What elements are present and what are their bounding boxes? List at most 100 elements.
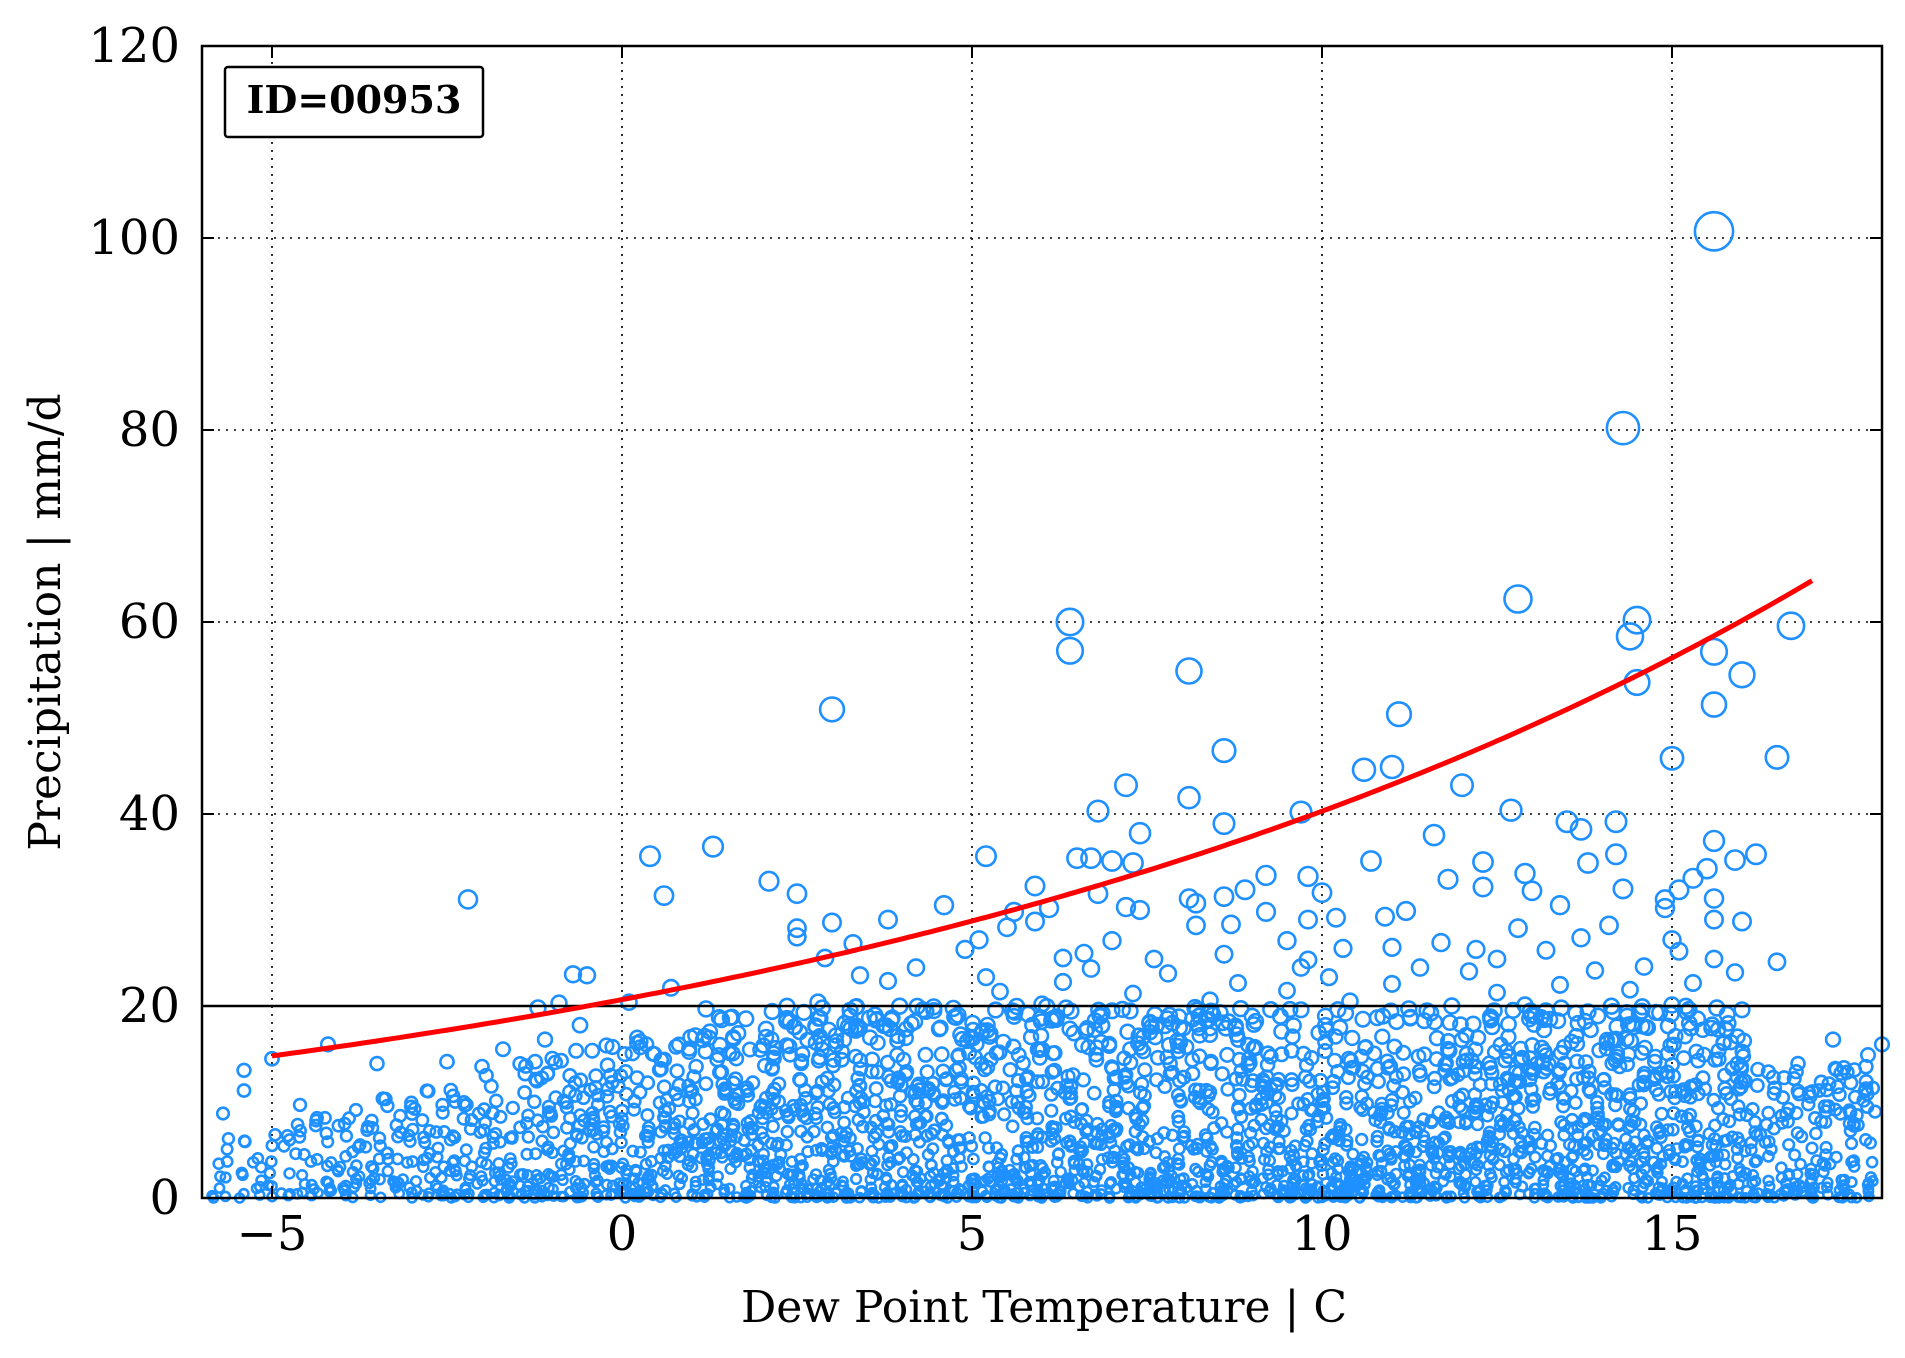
scatter-point [1512,1051,1529,1068]
scatter-point [1639,1137,1653,1151]
scatter-point [792,1072,809,1089]
scatter-point [925,1001,943,1020]
scatter-point [953,1090,968,1106]
scatter-point [283,1167,296,1180]
scatter-point [743,1161,757,1174]
scatter-point [1464,1015,1482,1033]
scatter-point [503,1152,517,1165]
scatter-point [1568,1035,1586,1052]
scatter-point [1305,1147,1319,1161]
scatter-point [1450,773,1475,798]
scatter-point [1467,1059,1483,1075]
scatter-point [918,1109,933,1124]
scatter-point [725,1030,742,1048]
scatter-point [1343,1029,1361,1047]
scatter-point [1595,1072,1611,1088]
scatter-point [1459,1180,1472,1193]
scatter-point [654,1151,668,1165]
scatter-point [1426,1144,1440,1158]
scatter-point [1666,1122,1680,1137]
scatter-point [1375,906,1396,927]
scatter-point [1331,1125,1346,1139]
scatter-point [1511,1101,1526,1116]
scatter-point [1086,799,1110,823]
scatter-point [1493,1119,1508,1133]
scatter-point [1374,1028,1391,1045]
scatter-point [319,1126,334,1141]
scatter-point [292,1097,308,1113]
scatter-point [1262,1048,1279,1065]
scatter-point [1134,1076,1150,1092]
scatter-point [568,1088,583,1103]
scatter-point [1688,1043,1705,1060]
scatter-point [1824,1031,1842,1048]
scatter-point [439,1053,455,1070]
scatter-point [1638,1150,1651,1164]
scatter-point [639,1157,653,1171]
scatter-point [1654,897,1676,919]
scatter-point [1811,1083,1827,1098]
scatter-point [726,1119,741,1134]
scatter-point [1239,1036,1257,1054]
scatter-point [1150,1049,1166,1066]
scatter-point [1061,1020,1079,1038]
scatter-point [1522,1167,1535,1180]
scatter-point [723,1182,736,1195]
scatter-point [947,1008,965,1026]
scatter-point [443,1082,459,1098]
scatter-point [855,1185,868,1198]
scatter-point [997,917,1017,938]
scatter-point [626,1144,640,1158]
scatter-point [1470,1117,1485,1132]
reference-lines [202,578,1882,1059]
scatter-point [1577,1179,1590,1192]
scatter-point [431,1141,445,1155]
scatter-point [1231,1087,1247,1103]
scatter-point [1454,1101,1469,1117]
scatter-point [807,1173,820,1186]
scatter-point [1201,991,1219,1010]
scatter-point [1146,1028,1164,1046]
scatter-point [809,1009,827,1027]
scatter-point [671,1077,687,1093]
scatter-point [1212,812,1236,836]
scatter-point [1522,1072,1538,1088]
scatter-point [1090,1136,1104,1150]
scatter-point [280,1128,295,1143]
scatter-point [1228,1071,1244,1087]
scatter-point [1564,1121,1579,1136]
scatter-point [962,1179,975,1192]
scatter-point [1062,1177,1075,1190]
scatter-point [1177,785,1201,810]
scatter-point [220,1155,234,1168]
scatter-point [1412,1120,1426,1134]
scatter-point [1821,1076,1837,1092]
scatter-point [1063,1079,1079,1095]
scatter-point [1691,1133,1705,1147]
scatter-point [265,1138,279,1153]
scatter-point [1159,1184,1171,1197]
scatter-point [1782,1138,1796,1152]
scatter-point [471,1106,487,1121]
scatter-point [727,1095,743,1110]
scatter-point [807,1034,824,1051]
scatter-point [1381,1173,1394,1186]
scatter-point [930,1020,948,1038]
scatter-point [763,1030,780,1048]
scatter-point [587,1162,600,1175]
scatter-point [640,1108,655,1123]
scatter-point [1379,1053,1396,1070]
scatter-point [850,1142,864,1156]
scatter-point [403,1134,417,1149]
scatter-point [610,1078,626,1094]
x-axis-label: Dew Point Temperature | C [741,1282,1347,1333]
scatter-point [1472,851,1494,873]
scatter-point [415,1113,430,1128]
scatter-point [895,1051,912,1068]
scatter-point [1177,1125,1191,1139]
scatter-point [1199,1082,1214,1098]
scatter-point [1704,949,1724,969]
scatter-point [367,1162,380,1176]
scatter-point [825,1052,842,1068]
scatter-point [641,1120,656,1135]
